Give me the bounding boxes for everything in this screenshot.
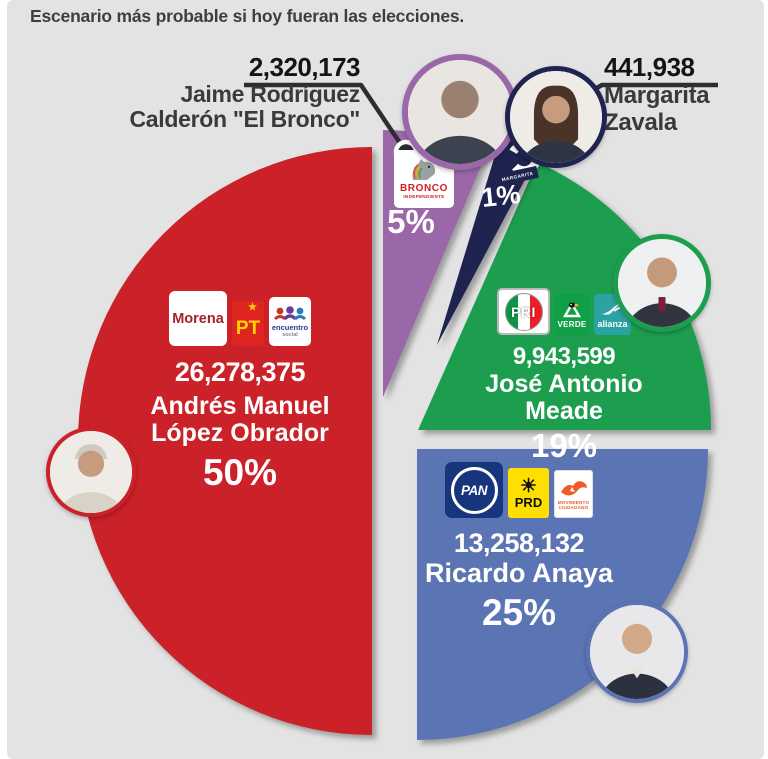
bronco-percent: 5% <box>387 203 435 240</box>
meade-percent: 19% <box>530 427 598 464</box>
anaya-votes: 13,258,132 <box>453 528 585 558</box>
amlo-name-line1: Andrés Manuel <box>150 392 330 420</box>
meade-slice-label: PRI VERDE alianza 9,943,599 <box>444 288 684 465</box>
pt-star-icon: ★ <box>248 302 257 313</box>
amlo-coalition-logos: Morena ★ PT encuentro social <box>85 291 395 346</box>
amlo-name-line2: López Obrador <box>151 419 329 447</box>
pt-logo-text: PT <box>235 317 261 339</box>
bronco-horse-icon <box>412 159 436 180</box>
verde-logo-text: VERDE <box>557 320 587 329</box>
partido-verde-logo: VERDE <box>555 294 589 335</box>
morena-logo: Morena <box>169 291 227 346</box>
mc-eagle-icon <box>560 480 587 495</box>
encuentro-people-icon <box>274 305 306 320</box>
bronco-logo-subtext: INDEPENDIENTE <box>403 194 445 199</box>
pt-logo: ★ PT <box>232 301 264 346</box>
callout-zavala: 441,938 Margarita Zavala <box>604 52 710 136</box>
pie-slice-anaya <box>417 449 708 740</box>
prd-sun-icon: ☀ <box>519 476 538 497</box>
pri-logo: PRI <box>497 288 550 335</box>
meade-coalition-logos: PRI VERDE alianza <box>444 288 684 335</box>
page-title: Escenario más probable si hoy fueran las… <box>30 6 465 26</box>
meade-name: José Antonio Meade <box>485 370 643 425</box>
bronco-votes: 2,320,173 <box>248 52 361 82</box>
anaya-name: Ricardo Anaya <box>424 558 614 588</box>
zavala-name-line2: Zavala <box>604 109 677 136</box>
pan-logo: PAN <box>445 462 503 518</box>
photo-jose-antonio-meade <box>613 234 711 332</box>
movimiento-ciudadano-logo: MOVIMIENTO CIUDADANO <box>554 470 593 518</box>
pie-slice-amlo <box>78 147 372 735</box>
bronco-leader-line <box>244 82 408 154</box>
encuentro-logo-subtext: social <box>282 331 298 338</box>
zavala-votes: 441,938 <box>604 52 695 82</box>
mc-logo-text-line1: MOVIMIENTO <box>557 499 590 505</box>
callout-bronco: 2,320,173 Jaime Rodríguez Calderón "El B… <box>129 52 360 132</box>
amlo-slice-label: Morena ★ PT encuentro social 26,278,375 <box>85 291 395 494</box>
amlo-percent: 50% <box>202 452 278 493</box>
zavala-name-line1: Margarita <box>604 82 710 109</box>
pri-logo-text: PRI <box>511 303 536 320</box>
prd-logo: ☀ PRD <box>508 468 549 518</box>
pan-logo-text: PAN <box>460 482 488 498</box>
anaya-percent: 25% <box>481 592 557 633</box>
photo-andres-manuel-lopez-obrador <box>46 427 136 517</box>
bronco-name-line2: Calderón "El Bronco" <box>129 106 360 132</box>
morena-logo-text: Morena <box>172 310 224 327</box>
photo-ricardo-anaya <box>586 601 688 703</box>
alianza-logo-text: alianza <box>597 318 628 329</box>
amlo-votes: 26,278,375 <box>174 357 306 387</box>
meade-votes: 9,943,599 <box>512 343 616 370</box>
pri-tricolor-circle: PRI <box>504 292 543 331</box>
anaya-slice-label: PAN ☀ PRD MOVIMIENTO CIUDADANO 13,258,13… <box>399 462 639 634</box>
mc-logo-text-line2: CIUDADANO <box>558 505 589 510</box>
photo-margarita-zavala <box>505 66 607 168</box>
encuentro-logo-text: encuentro <box>271 322 309 332</box>
bronco-name-line1: Jaime Rodríguez <box>180 81 360 107</box>
encuentro-social-logo: encuentro social <box>269 297 311 346</box>
zavala-percent: 1% <box>479 179 522 213</box>
toucan-icon <box>562 301 582 318</box>
pan-circle: PAN <box>450 466 498 514</box>
prd-logo-text: PRD <box>514 495 543 510</box>
anaya-coalition-logos: PAN ☀ PRD MOVIMIENTO CIUDADANO <box>399 462 639 518</box>
bronco-independiente-logo: BRONCO INDEPENDIENTE <box>394 150 454 208</box>
bronco-logo-text: BRONCO <box>399 183 449 194</box>
photo-jaime-rodriguez <box>402 54 518 170</box>
